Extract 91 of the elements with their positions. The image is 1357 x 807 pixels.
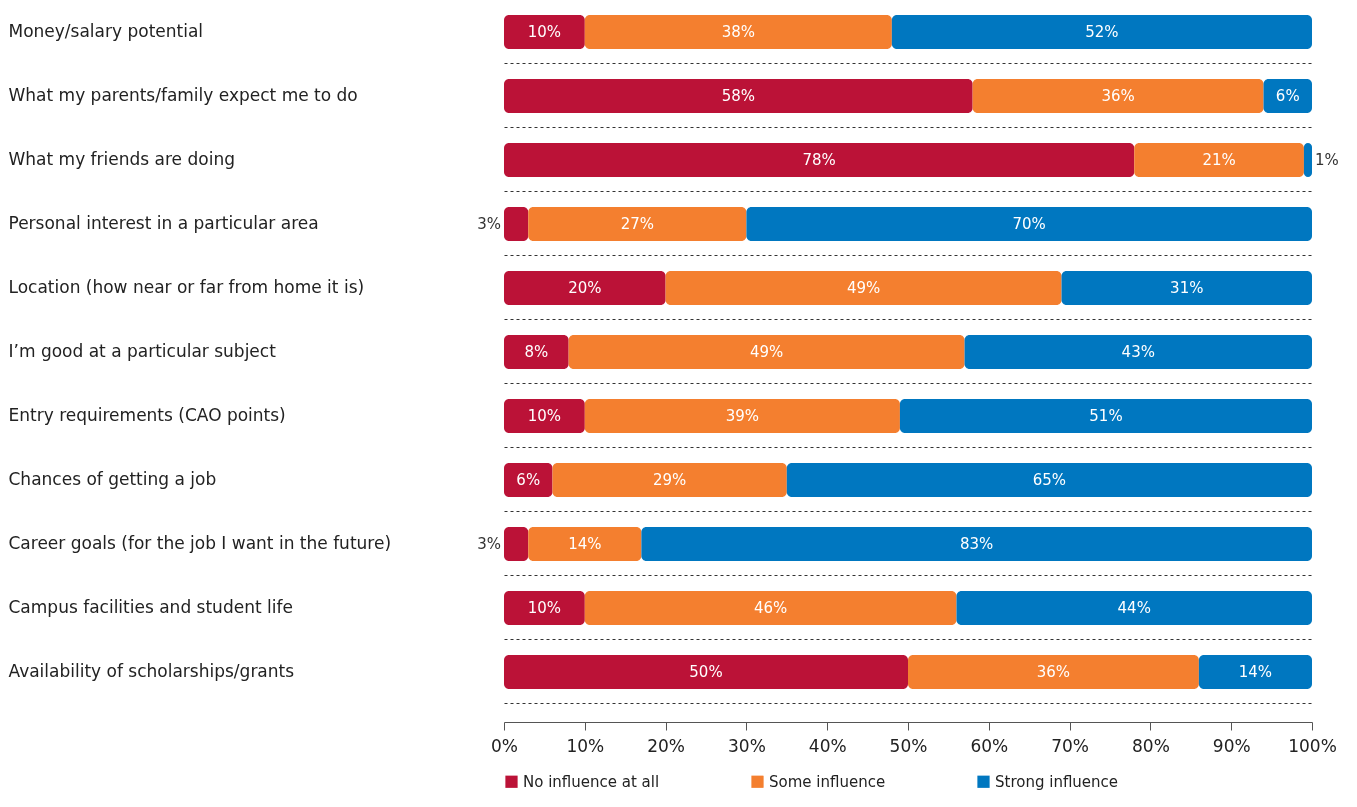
bar [1263,79,1312,113]
data-label: 39% [725,407,760,425]
bar [964,335,1312,369]
x-tick-label: 80% [1132,735,1170,756]
data-label: 52% [1085,23,1119,41]
bar [504,79,973,113]
bar [786,463,1312,497]
data-label: 58% [721,87,755,105]
data-label: 36% [1101,87,1135,105]
x-tick-label: 30% [728,735,766,756]
data-label: 10% [527,23,562,41]
data-label: 21% [1202,151,1236,169]
bar [1134,143,1304,177]
data-label: 70% [1012,215,1046,233]
data-label: 14% [1238,663,1273,681]
data-label: 10% [527,599,562,617]
bar [584,399,900,433]
data-label: 44% [1117,599,1151,617]
data-label: 83% [960,535,994,553]
bar [504,463,553,497]
data-label: 6% [1275,87,1300,105]
data-label: 51% [1089,407,1123,425]
bar [641,527,1312,561]
data-label: 6% [516,471,541,489]
data-label: 49% [846,279,881,297]
bar [552,463,787,497]
data-label: 36% [1036,663,1071,681]
y-tick-label: What my parents/family expect me to do [8,85,358,105]
bar [528,207,747,241]
bar [746,207,1312,241]
y-tick-label: Availability of scholarships/grants [8,661,295,681]
x-tick-label: 60% [970,735,1009,756]
bar [1303,143,1312,177]
bar [972,79,1264,113]
x-tick-label: 90% [1212,735,1251,756]
y-tick-label: Chances of getting a job [8,469,217,489]
bar [504,143,1135,177]
bar [504,15,585,49]
y-tick-label: What my friends are doing [8,149,235,169]
bar [504,399,585,433]
bar [665,271,1062,305]
y-tick-label: I’m good at a particular subject [8,341,277,361]
y-tick-label: Personal interest in a particular area [8,213,319,233]
data-label: 3% [477,535,501,553]
data-label: 50% [689,663,723,681]
legend-label: Strong influence [995,772,1119,791]
x-tick-label: 20% [647,735,685,756]
x-tick-label: 70% [1051,735,1089,756]
data-label: 46% [753,599,788,617]
bar [1198,655,1312,689]
data-label: 14% [568,535,602,553]
bar [504,655,908,689]
x-tick-label: 40% [808,735,847,756]
bar [956,591,1312,625]
legend-label: No influence at all [523,772,660,791]
y-tick-label: Entry requirements (CAO points) [8,405,286,425]
x-tick-label: 50% [889,735,928,756]
bar [1061,271,1312,305]
data-label: 3% [477,215,501,233]
data-label: 27% [620,215,654,233]
data-label: 8% [524,343,549,361]
bar [584,15,892,49]
data-label: 1% [1315,151,1339,169]
bar [504,335,569,369]
data-label: 10% [527,407,562,425]
data-label: 29% [652,471,687,489]
y-tick-label: Campus facilities and student life [8,597,293,617]
bar [908,655,1199,689]
bar [899,399,1312,433]
data-label: 49% [749,343,784,361]
y-tick-label: Location (how near or far from home it is) [8,277,365,297]
bar [504,527,529,561]
bar [584,591,957,625]
data-label: 78% [802,151,836,169]
data-label: 31% [1170,279,1204,297]
x-tick-label: 10% [566,735,605,756]
y-tick-label: Career goals (for the job I want in the future) [8,533,392,553]
data-label: 65% [1032,471,1067,489]
bar [504,207,529,241]
x-tick-label: 0% [491,735,518,756]
y-tick-label: Money/salary potential [8,21,204,41]
bar [528,527,642,561]
data-label: 43% [1121,343,1155,361]
data-label: 20% [568,279,602,297]
data-label: 38% [721,23,755,41]
bar [504,271,666,305]
bar [891,15,1312,49]
bar [504,591,585,625]
x-tick-label: 100% [1288,735,1337,756]
legend-label: Some influence [769,772,886,791]
bar [568,335,965,369]
